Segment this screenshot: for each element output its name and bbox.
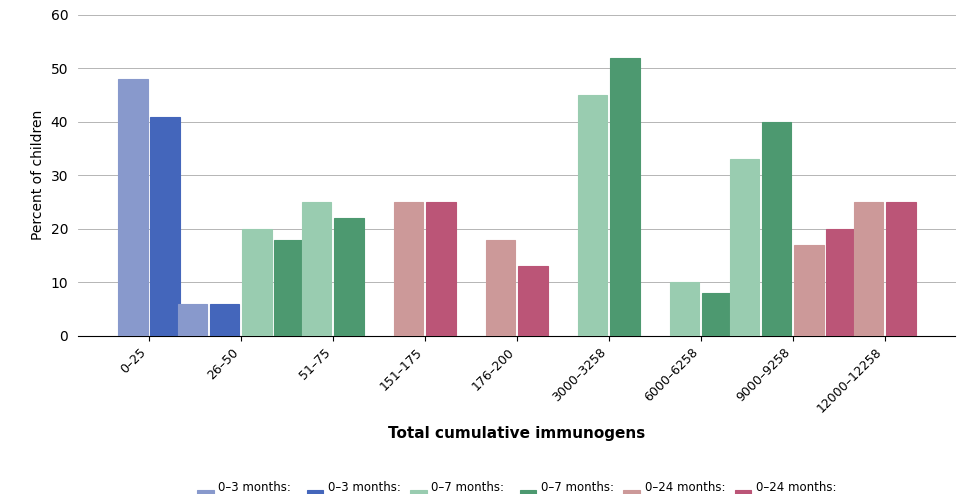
Bar bbox=[302, 202, 332, 336]
Bar bbox=[177, 304, 208, 336]
Bar bbox=[210, 304, 240, 336]
Bar bbox=[578, 95, 607, 336]
Bar bbox=[670, 283, 699, 336]
Bar bbox=[610, 58, 640, 336]
Legend: 0–3 months:
Autism (ASD), 0–3 months:
Controls, 0–7 months:
Autism (ASD), 0–7 mo: 0–3 months: Autism (ASD), 0–3 months: Co… bbox=[192, 477, 841, 494]
Bar bbox=[729, 159, 760, 336]
Bar bbox=[394, 202, 423, 336]
Bar bbox=[486, 240, 516, 336]
X-axis label: Total cumulative immunogens: Total cumulative immunogens bbox=[388, 426, 645, 442]
Bar bbox=[274, 240, 304, 336]
Bar bbox=[702, 293, 731, 336]
Bar bbox=[426, 202, 455, 336]
Bar bbox=[886, 202, 916, 336]
Bar bbox=[518, 266, 548, 336]
Y-axis label: Percent of children: Percent of children bbox=[31, 110, 45, 241]
Bar bbox=[794, 245, 824, 336]
Bar bbox=[854, 202, 883, 336]
Bar bbox=[761, 122, 792, 336]
Bar bbox=[334, 218, 364, 336]
Bar bbox=[150, 117, 179, 336]
Bar bbox=[826, 229, 856, 336]
Bar bbox=[242, 229, 272, 336]
Bar bbox=[118, 79, 147, 336]
